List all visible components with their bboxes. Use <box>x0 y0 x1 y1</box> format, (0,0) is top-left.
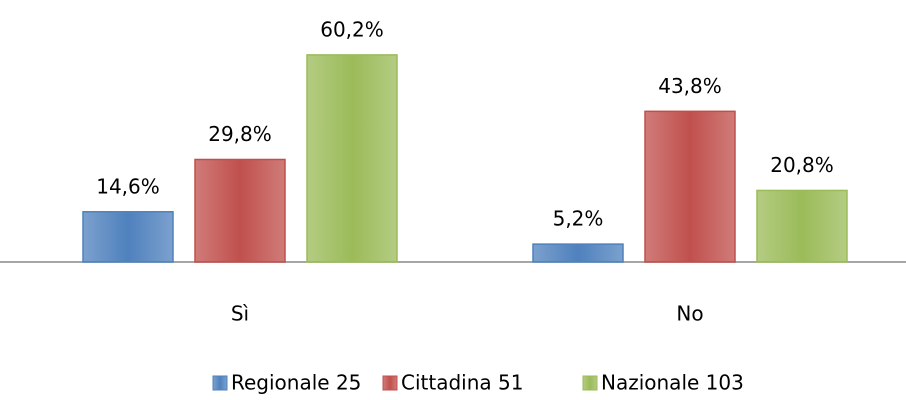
x-tick-label: Sì <box>231 302 249 326</box>
legend-label: Cittadina 51 <box>401 371 523 395</box>
bar <box>756 189 848 263</box>
bar <box>194 158 286 263</box>
data-label: 43,8% <box>658 74 722 98</box>
bar <box>306 54 398 263</box>
data-label: 20,8% <box>770 153 834 177</box>
legend-swatch <box>582 375 598 391</box>
data-label: 60,2% <box>320 17 384 41</box>
data-label: 14,6% <box>96 174 160 198</box>
legend-swatch <box>212 375 228 391</box>
legend-swatch <box>382 375 398 391</box>
bar <box>82 211 174 263</box>
data-label: 29,8% <box>208 122 272 146</box>
bar <box>532 243 624 263</box>
legend-label: Nazionale 103 <box>601 371 744 395</box>
x-tick-label: No <box>676 302 703 326</box>
bar <box>644 110 736 263</box>
legend-label: Regionale 25 <box>231 371 361 395</box>
data-label: 5,2% <box>553 207 604 231</box>
